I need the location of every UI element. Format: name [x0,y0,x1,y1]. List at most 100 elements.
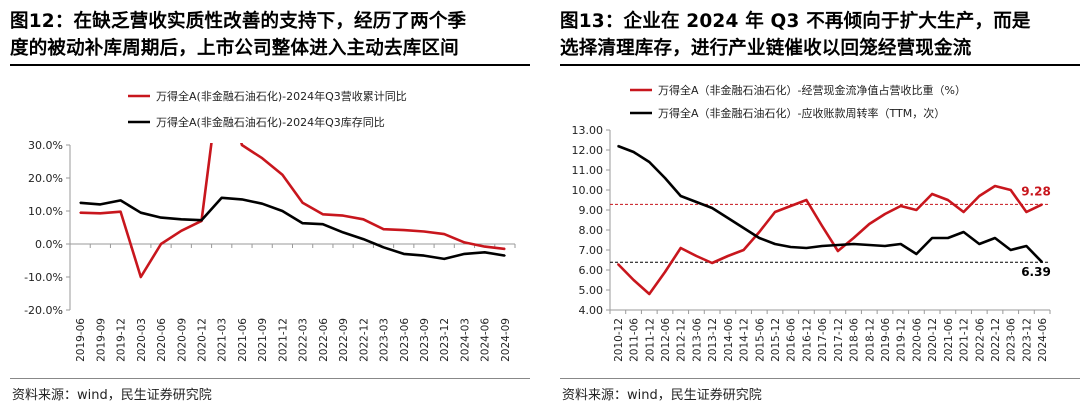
right-series-1-point [931,193,933,195]
left-series-2-point [119,199,122,202]
left-series-2-point [342,231,344,234]
left-source: 资料来源：wind，民生证券研究院 [12,388,212,403]
right-series-1-point [727,255,729,257]
left-series-1-point [483,245,486,248]
right-series-2-point [837,244,839,246]
left-series-1-point [382,228,385,230]
right-series-2-point [1009,249,1012,251]
left-xtick-label: 2021-03 [217,318,229,362]
right-series-2-point [994,237,996,239]
right-xtick-label: 2024-06 [1037,318,1049,362]
right-series-1-point [1025,211,1028,213]
left-series-1-point [180,230,183,232]
right-xtick-label: 2016-06 [786,318,798,362]
right-series-2-point [648,161,651,163]
right-series-1-point [648,293,651,295]
left-series-line-1 [80,143,506,279]
left-series-1-point [443,233,446,235]
right-xtick-label: 2022-12 [990,318,1002,362]
left-series-1-point [463,241,466,244]
left-xtick-label: 2021-09 [257,318,269,362]
right-source: 资料来源：wind，民生证券研究院 [562,388,762,403]
right-ytick-label: 10.00 [572,184,604,197]
right-figure-title: 图13：企业在 2024 年 Q3 不再倾向于扩大生产，而是 选择清理库存，进行… [560,8,1080,62]
left-xtick-label: 2020-09 [176,318,188,362]
left-series-2-point [463,253,466,255]
left-ytick-label: -20.0% [24,304,63,317]
left-xtick-label: 2022-06 [318,318,330,362]
right-series-1-point [978,195,981,197]
left-xtick-label: 2021-06 [237,318,249,362]
right-legend-label-1: 万得全A（非金融石油石化）-经营现金流净值占营收比重（%） [658,83,966,97]
left-bottom-rule [10,378,530,379]
left-xtick-label: 2019-06 [75,318,87,362]
left-series-2-point [180,218,183,221]
right-xtick-label: 2017-12 [833,318,845,362]
right-xtick-label: 2018-12 [864,318,876,362]
right-xtick-label: 2014-12 [739,318,751,362]
right-series-2-point [742,227,745,229]
right-series-2-point [978,243,981,245]
left-series-2-point [281,210,284,212]
right-series-line-2 [617,144,1044,264]
right-series-1-point [852,237,855,239]
right-xtick-label: 2021-12 [959,318,971,362]
left-ytick-label: 0.0% [35,238,63,251]
right-xtick-label: 2014-06 [723,318,735,362]
left-xtick-label: 2023-12 [439,318,451,362]
right-series-2-point [947,237,949,239]
right-series-1-point [617,263,619,265]
left-series-line-2 [79,196,506,261]
left-legend-label-2: 万得全A(非金融石油石化)-2024年Q3库存同比 [156,115,385,129]
right-series-2-point [695,201,698,203]
right-xtick-label: 2023-12 [1021,318,1033,362]
right-series-2-point [617,145,619,147]
right-series-1-point [962,211,965,213]
right-series-1-point [1041,203,1043,206]
right-ytick-label: 4.00 [579,304,604,317]
left-series-2-point [443,258,446,260]
right-series-1-point [711,262,713,264]
left-xtick-label: 2023-03 [379,318,391,362]
right-xtick-label: 2012-12 [676,318,688,362]
left-series-1-point [79,211,81,214]
right-series-2-point [664,177,666,179]
right-ytick-label: 13.00 [572,124,604,137]
left-title-line2: 度的被动补库周期后，上市公司整体进入主动去库区间 [10,38,459,59]
left-xtick-label: 2020-12 [196,318,208,362]
left-ytick-label: 10.0% [28,205,63,218]
right-series-2-point [821,245,823,247]
left-series-2-point [200,219,203,221]
left-ytick-label: -10.0% [24,271,63,284]
right-xtick-label: 2015-06 [754,318,766,362]
left-xtick-label: 2019-09 [95,318,107,362]
left-series-1-point [322,213,324,216]
left-series-1-point [301,202,304,204]
right-series-2-point [1041,261,1043,264]
left-xtick-label: 2024-03 [459,318,471,362]
left-legend-label-1: 万得全A(非金融石油石化)-2024年Q3营收累计同比 [156,89,407,103]
left-xtick-label: 2022-12 [358,318,370,362]
left-xtick-label: 2020-03 [136,318,148,362]
right-xtick-label: 2022-06 [974,318,986,362]
left-xtick-label: 2019-12 [116,318,128,362]
left-series-2-point [140,211,142,214]
left-ytick-label: 30.0% [28,139,63,152]
right-ytick-label: 9.00 [579,204,604,217]
right-series-2-point [711,207,713,209]
left-xtick-label: 2023-09 [419,318,431,362]
right-series-1-point [679,247,682,249]
right-series-2-point [758,237,761,239]
right-xtick-label: 2013-06 [691,318,703,362]
left-series-2-point [301,222,304,224]
left-series-2-point [79,202,81,204]
left-series-1-point [241,144,243,146]
right-series-2-point [931,237,933,239]
left-series-2-point [241,198,243,201]
right-series-1-point [915,209,918,211]
right-series-1-point [632,279,635,281]
right-xtick-label: 2018-06 [849,318,861,362]
left-series-1-point [504,248,506,250]
left-xtick-label: 2024-09 [500,318,512,362]
left-figure: 图12：在缺乏营收实质性改善的支持下，经历了两个季 度的被动补库周期后，上市公司… [10,0,530,417]
